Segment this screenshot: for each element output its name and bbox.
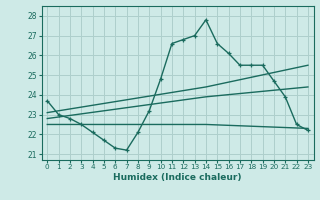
X-axis label: Humidex (Indice chaleur): Humidex (Indice chaleur) bbox=[113, 173, 242, 182]
